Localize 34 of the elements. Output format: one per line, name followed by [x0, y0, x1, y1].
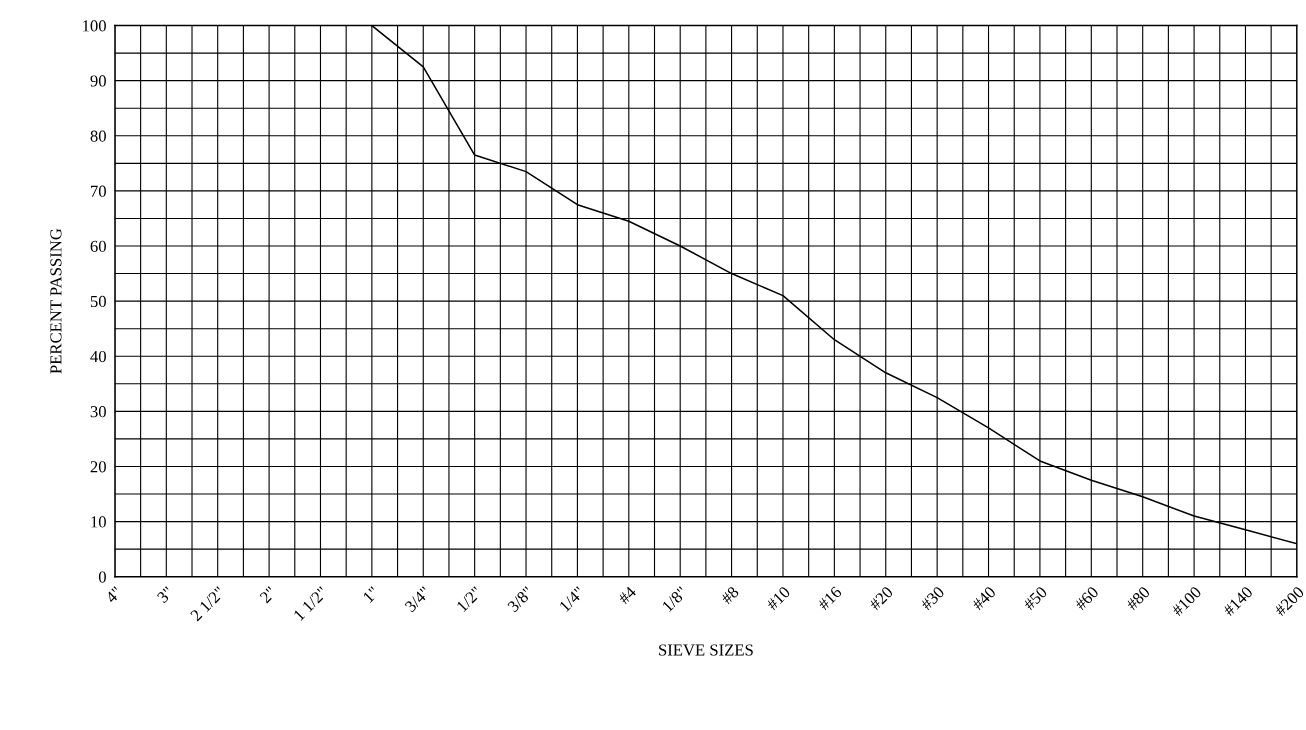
x-tick-label: 3" — [156, 586, 174, 604]
y-tick-label: 60 — [90, 240, 106, 252]
y-axis-title: PERCENT PASSING — [50, 228, 62, 374]
x-tick-label: 3/8" — [507, 586, 534, 613]
x-tick-label: #40 — [971, 585, 997, 611]
y-tick-label: 20 — [90, 461, 106, 473]
y-tick-label: 70 — [91, 185, 106, 197]
x-tick-label: 4" — [104, 586, 123, 604]
y-tick-label: 50 — [90, 295, 106, 308]
y-tick-label: 40 — [90, 350, 106, 363]
y-tick-label: 30 — [90, 406, 106, 418]
x-tick-label: 1/2" — [456, 586, 483, 613]
x-tick-label: 1/8" — [661, 586, 688, 613]
x-tick-label: #30 — [920, 585, 945, 611]
x-tick-label: #20 — [868, 585, 894, 611]
x-tick-label: 2" — [259, 586, 277, 604]
x-tick-label: #80 — [1125, 585, 1151, 611]
y-tick-label: 90 — [90, 75, 106, 87]
x-tick-label: 1" — [362, 586, 380, 603]
x-tick-label: #50 — [1022, 585, 1048, 611]
x-tick-label: #10 — [765, 585, 791, 611]
x-tick-label: 3/4" — [404, 586, 431, 613]
x-tick-label: 1 1/2" — [293, 586, 329, 621]
x-tick-label: #60 — [1074, 585, 1100, 611]
y-tick-label: 100 — [83, 20, 106, 32]
x-tick-label: 1/4" — [558, 586, 585, 613]
y-tick-label: 10 — [91, 516, 106, 528]
x-tick-label: 2 1/2" — [189, 586, 226, 622]
x-axis-title: SIEVE SIZES — [659, 644, 753, 656]
x-tick-label: #8 — [720, 585, 740, 605]
x-tick-label: #16 — [817, 585, 843, 611]
y-tick-label: 80 — [90, 130, 106, 142]
y-tick-label: 0 — [98, 571, 106, 583]
x-tick-label: #4 — [617, 585, 637, 605]
